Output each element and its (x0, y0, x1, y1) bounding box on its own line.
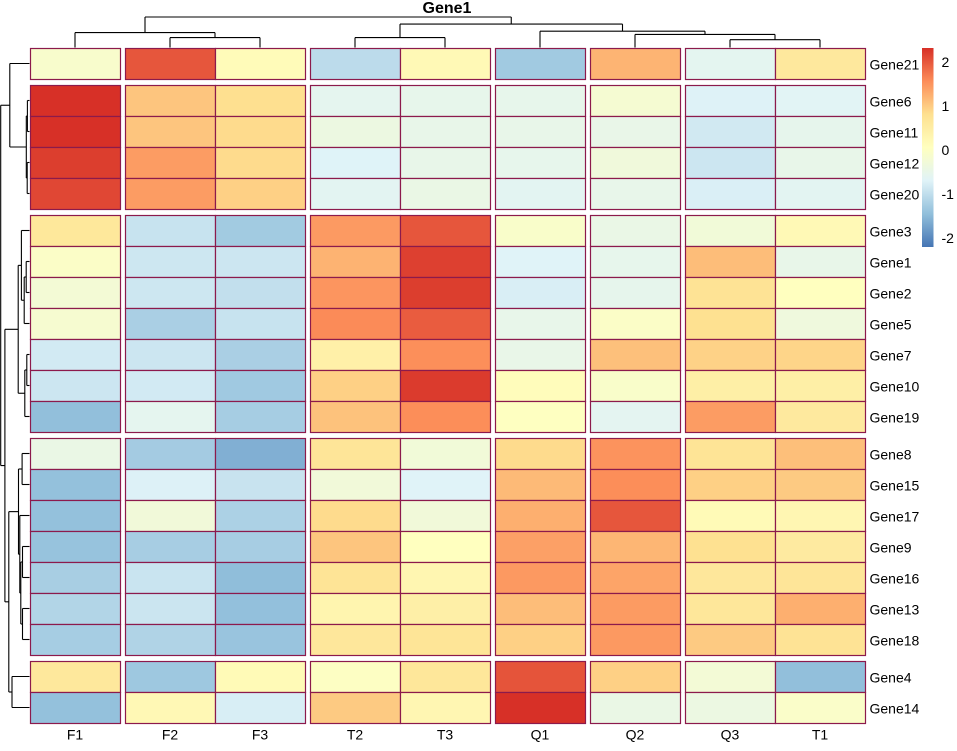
svg-text:Gene21: Gene21 (870, 57, 920, 73)
svg-text:F2: F2 (162, 727, 179, 743)
svg-text:F1: F1 (67, 727, 84, 743)
svg-text:Gene2: Gene2 (870, 286, 912, 302)
svg-text:F3: F3 (252, 727, 269, 743)
svg-text:Gene19: Gene19 (870, 410, 920, 426)
svg-text:0: 0 (942, 142, 950, 158)
svg-text:Gene3: Gene3 (870, 224, 912, 240)
svg-text:-1: -1 (942, 186, 955, 202)
svg-text:Gene10: Gene10 (870, 379, 920, 395)
svg-text:Gene1: Gene1 (870, 255, 912, 271)
svg-text:Gene18: Gene18 (870, 633, 920, 649)
svg-text:2: 2 (942, 54, 950, 70)
svg-text:T1: T1 (812, 727, 829, 743)
svg-text:Gene7: Gene7 (870, 348, 912, 364)
svg-text:Gene20: Gene20 (870, 187, 920, 203)
svg-text:Gene15: Gene15 (870, 478, 920, 494)
svg-text:Gene14: Gene14 (870, 701, 920, 717)
svg-text:Gene9: Gene9 (870, 540, 912, 556)
svg-text:Gene13: Gene13 (870, 602, 920, 618)
svg-text:Gene8: Gene8 (870, 447, 912, 463)
svg-text:Gene12: Gene12 (870, 156, 920, 172)
svg-text:Q3: Q3 (721, 727, 740, 743)
svg-text:Gene1: Gene1 (423, 0, 472, 17)
svg-text:Gene16: Gene16 (870, 571, 920, 587)
svg-text:1: 1 (942, 98, 950, 114)
svg-text:Gene5: Gene5 (870, 317, 912, 333)
svg-text:Gene6: Gene6 (870, 94, 912, 110)
svg-text:Gene4: Gene4 (870, 670, 912, 686)
svg-text:T3: T3 (437, 727, 454, 743)
svg-text:Gene11: Gene11 (870, 125, 919, 141)
svg-text:T2: T2 (347, 727, 364, 743)
svg-text:-2: -2 (942, 230, 955, 246)
svg-text:Q2: Q2 (626, 727, 645, 743)
svg-text:Q1: Q1 (531, 727, 550, 743)
svg-text:Gene17: Gene17 (870, 509, 920, 525)
